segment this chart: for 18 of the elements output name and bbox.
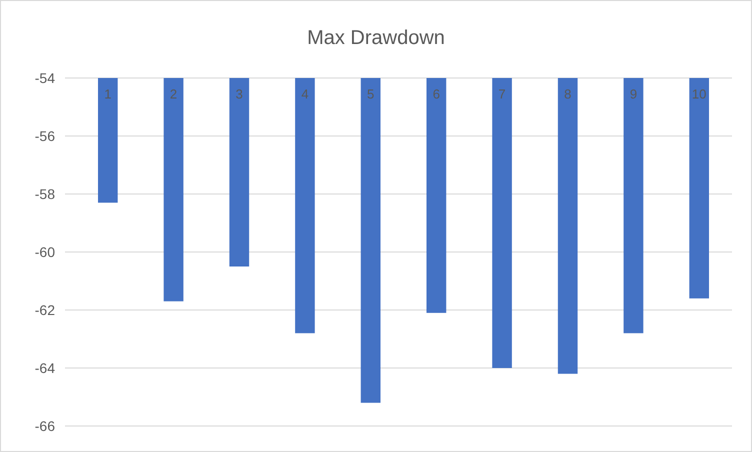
x-tick-label: 7 bbox=[498, 86, 506, 102]
y-tick-label: -60 bbox=[34, 244, 56, 260]
x-tick-label: 4 bbox=[301, 86, 309, 102]
x-tick-label: 5 bbox=[367, 86, 374, 102]
y-tick-label: -56 bbox=[34, 128, 56, 144]
x-tick-label: 2 bbox=[170, 86, 178, 102]
y-tick-label: -64 bbox=[34, 360, 56, 376]
x-tick-label: 3 bbox=[236, 86, 243, 102]
x-tick-label: 8 bbox=[564, 86, 572, 102]
y-tick-label: -66 bbox=[34, 418, 56, 434]
x-tick-label: 1 bbox=[104, 86, 112, 102]
x-tick-label: 9 bbox=[630, 86, 638, 102]
x-tick-label: 10 bbox=[692, 86, 706, 102]
chart-title: Max Drawdown bbox=[307, 27, 445, 49]
y-tick-label: -58 bbox=[34, 186, 56, 202]
y-tick-label: -54 bbox=[34, 70, 56, 86]
y-tick-label: -62 bbox=[34, 302, 56, 318]
x-tick-label: 6 bbox=[432, 86, 440, 102]
